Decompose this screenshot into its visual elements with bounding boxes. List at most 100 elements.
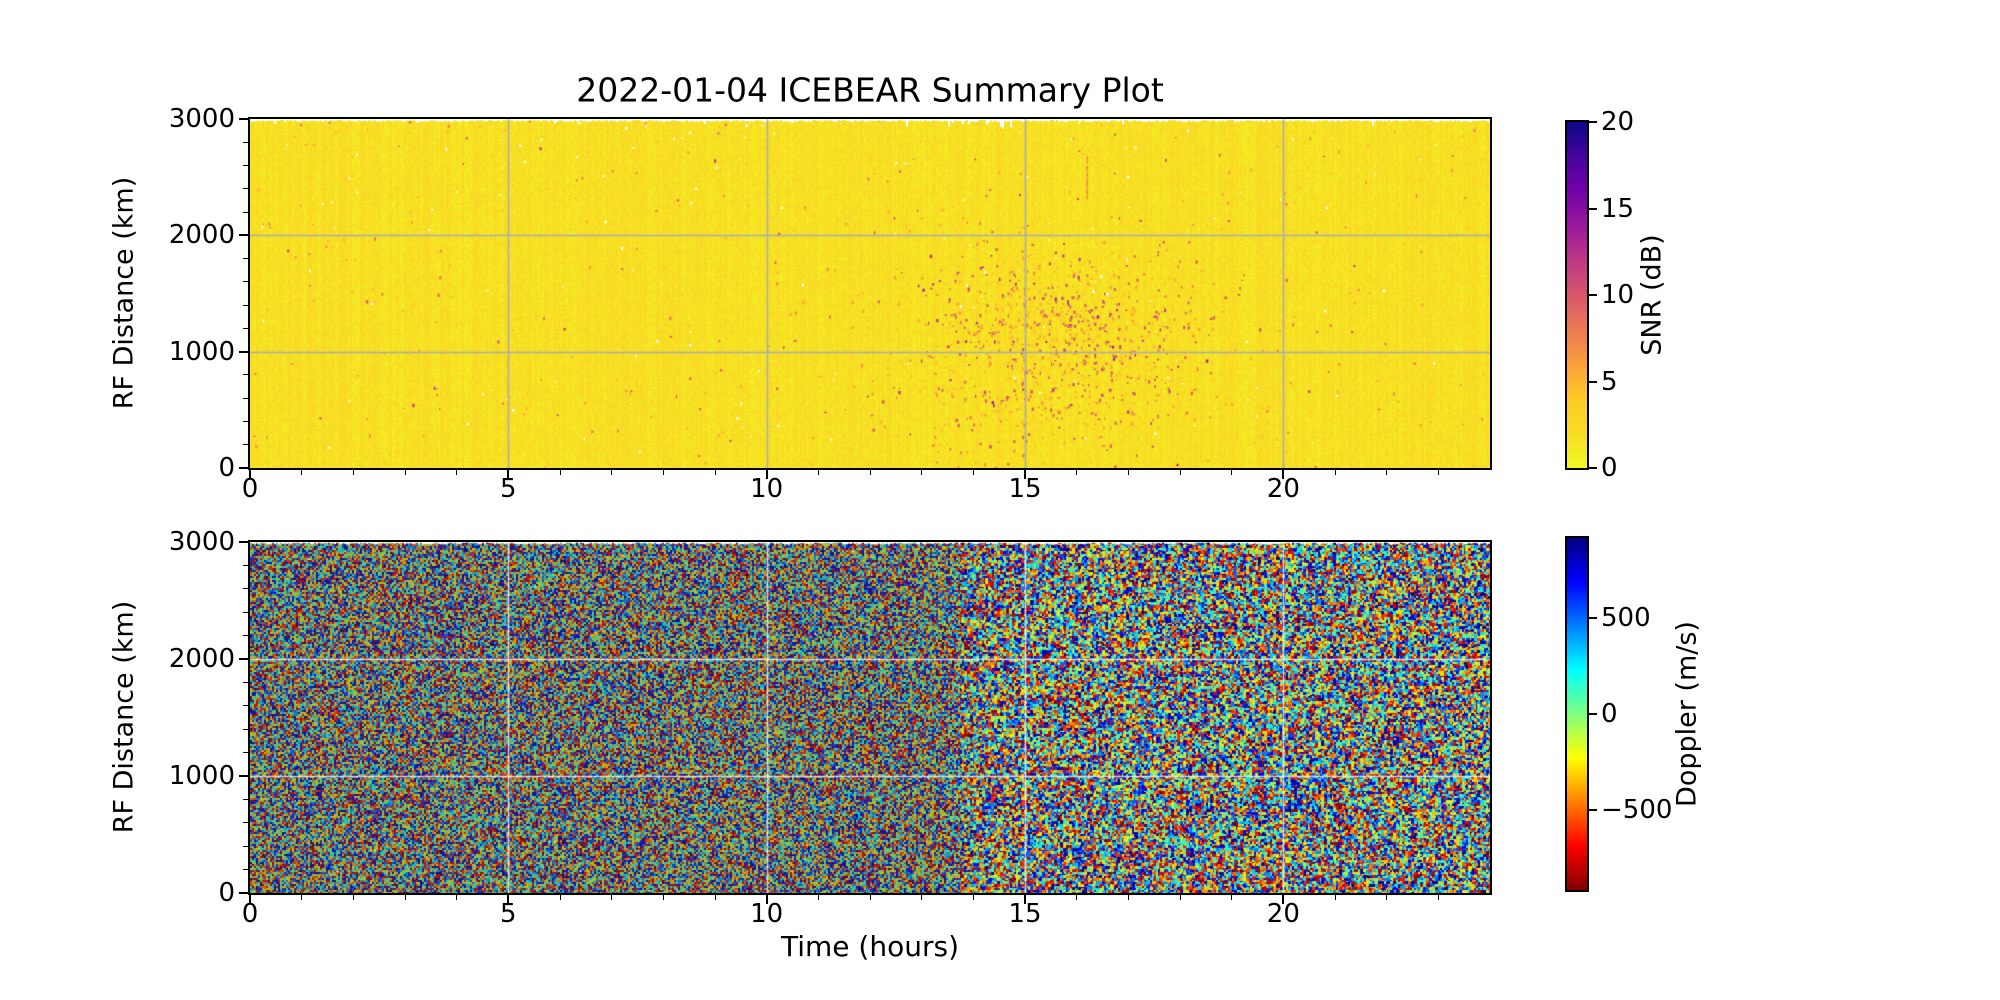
x-tick-major <box>507 895 510 904</box>
figure-title: 2022-01-04 ICEBEAR Summary Plot <box>576 70 1164 110</box>
x-tick-minor <box>456 895 458 900</box>
x-tick-major <box>1282 895 1285 904</box>
colorbar-tick <box>1589 809 1597 812</box>
x-tick-minor <box>1231 895 1233 900</box>
y-tick-minor <box>243 397 248 399</box>
y-tick-minor <box>243 141 248 143</box>
x-tick-minor <box>611 470 613 475</box>
y-tick-minor <box>243 752 248 754</box>
colorbar-tick-label: 0 <box>1601 699 1618 729</box>
x-tick-minor <box>301 470 303 475</box>
tick-label: 2000 <box>168 220 235 251</box>
x-tick-minor <box>559 470 561 475</box>
y-tick-minor <box>243 798 248 800</box>
y-tick-major <box>239 541 248 543</box>
x-tick-minor <box>404 470 406 475</box>
x-tick-minor <box>869 470 871 475</box>
tick-label: 0 <box>218 453 235 483</box>
tick-label: 15 <box>1008 899 1042 929</box>
colorbar-tick-label: 15 <box>1601 193 1635 224</box>
colorbar-tick <box>1589 616 1597 619</box>
x-tick-minor <box>352 895 354 900</box>
x-tick-minor <box>817 895 819 900</box>
colorbar-tick-label: −500 <box>1601 795 1673 826</box>
x-tick-minor <box>611 895 613 900</box>
tick-label: 20 <box>1266 474 1300 504</box>
x-tick-minor <box>1334 470 1336 475</box>
y-tick-minor <box>243 705 248 707</box>
x-tick-minor <box>1386 895 1388 900</box>
y-tick-minor <box>243 822 248 824</box>
x-tick-major <box>507 470 510 479</box>
bottom-panel-ylabel: RF Distance (km) <box>108 600 140 834</box>
x-tick-minor <box>1076 895 1078 900</box>
colorbar-tick <box>1589 467 1597 469</box>
colorbar-tick-label: 5 <box>1601 366 1618 397</box>
x-tick-major <box>1024 895 1026 904</box>
x-tick-minor <box>1179 895 1181 900</box>
y-tick-minor <box>243 420 248 422</box>
y-tick-minor <box>243 188 248 190</box>
x-axis-label: Time (hours) <box>781 930 959 963</box>
x-tick-minor <box>559 895 561 900</box>
x-tick-minor <box>1386 470 1388 475</box>
doppler-heatmap-canvas <box>250 542 1490 893</box>
y-tick-major <box>239 467 248 469</box>
y-tick-minor <box>243 845 248 847</box>
x-tick-minor <box>1127 895 1129 900</box>
tick-label: 0 <box>218 878 235 908</box>
tick-label: 0 <box>241 899 259 929</box>
y-tick-minor <box>243 611 248 613</box>
y-tick-major <box>239 118 248 120</box>
x-tick-minor <box>817 470 819 475</box>
tick-label: 3000 <box>168 527 235 557</box>
tick-label: 1000 <box>168 761 235 791</box>
x-tick-minor <box>456 470 458 475</box>
tick-label: 3000 <box>168 104 235 134</box>
y-tick-minor <box>243 258 248 260</box>
x-tick-major <box>1282 470 1285 479</box>
colorbar-tick <box>1589 380 1597 383</box>
x-tick-minor <box>352 470 354 475</box>
x-tick-minor <box>404 895 406 900</box>
x-tick-minor <box>1076 470 1078 475</box>
x-tick-minor <box>1231 470 1233 475</box>
x-tick-minor <box>1437 895 1439 900</box>
tick-label: 1000 <box>168 336 235 367</box>
y-tick-minor <box>243 564 248 566</box>
x-tick-minor <box>921 470 923 475</box>
x-tick-minor <box>1437 470 1439 475</box>
colorbar-tick-label: 20 <box>1601 107 1635 137</box>
x-tick-minor <box>662 470 664 475</box>
tick-label: 5 <box>500 899 517 929</box>
tick-label: 15 <box>1008 474 1042 504</box>
y-tick-major <box>239 658 248 660</box>
x-tick-minor <box>972 895 974 900</box>
y-tick-minor <box>243 165 248 167</box>
y-tick-major <box>239 775 248 777</box>
x-tick-minor <box>714 470 716 475</box>
x-tick-minor <box>714 895 716 900</box>
x-tick-minor <box>662 895 664 900</box>
doppler-colorbar-label: Doppler (m/s) <box>1671 621 1703 807</box>
top-panel-ylabel: RF Distance (km) <box>108 176 140 410</box>
x-tick-minor <box>1179 470 1181 475</box>
y-tick-minor <box>243 728 248 730</box>
snr-colorbar <box>1565 120 1589 470</box>
x-tick-major <box>765 470 768 479</box>
y-tick-minor <box>243 681 248 683</box>
colorbar-tick <box>1589 207 1597 210</box>
x-tick-minor <box>1127 470 1129 475</box>
colorbar-tick <box>1589 121 1597 123</box>
tick-label: 0 <box>241 474 259 504</box>
y-tick-minor <box>243 635 248 637</box>
y-tick-minor <box>243 304 248 306</box>
x-tick-minor <box>921 895 923 900</box>
x-tick-major <box>1024 470 1026 479</box>
colorbar-tick <box>1589 713 1597 715</box>
bottom-panel-plot-area <box>248 540 1492 895</box>
x-tick-minor <box>301 895 303 900</box>
y-tick-minor <box>243 327 248 329</box>
y-tick-minor <box>243 211 248 213</box>
